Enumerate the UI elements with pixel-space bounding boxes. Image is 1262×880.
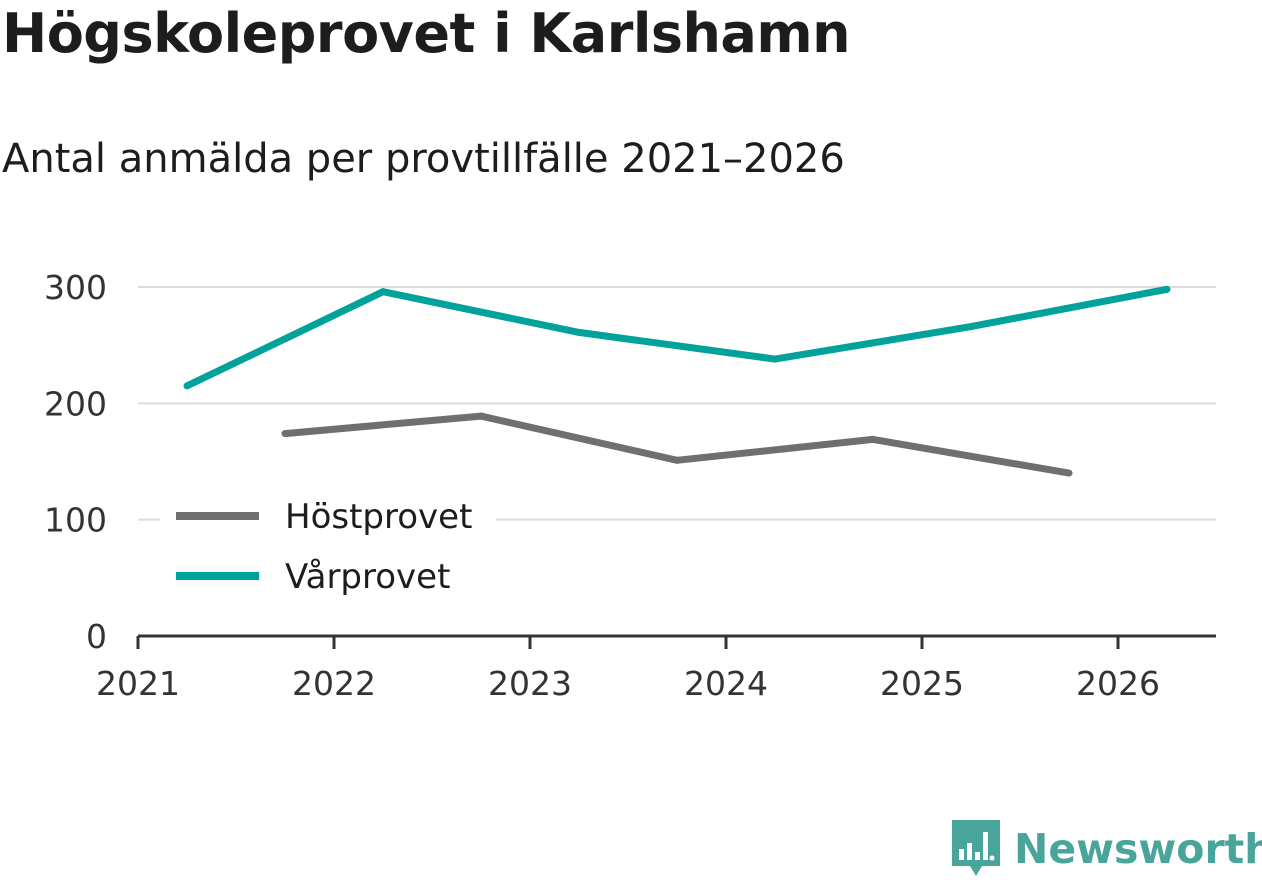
- series-line-varprovet: [185, 285, 1168, 390]
- data-point: [575, 328, 583, 336]
- y-tick-label: 100: [44, 501, 107, 540]
- newsworthy-logo-icon: [952, 820, 1000, 876]
- data-point: [281, 430, 289, 438]
- newsworthy-logo: Newsworthy: [950, 818, 1262, 880]
- data-point: [771, 355, 779, 363]
- x-tick-label: 2022: [292, 664, 376, 703]
- y-tick-label: 0: [86, 617, 107, 656]
- y-tick-label: 200: [44, 384, 107, 423]
- newsworthy-logo-text: Newsworthy: [1014, 825, 1262, 873]
- legend-label: Höstprovet: [285, 497, 472, 537]
- series-line-hostprovet: [284, 412, 1070, 477]
- data-point: [183, 382, 191, 390]
- x-tick-label: 2023: [488, 664, 572, 703]
- chart-title: Högskoleprovet i Karlshamn: [2, 2, 851, 65]
- y-tick-label: 300: [44, 268, 107, 307]
- x-tick-label: 2021: [96, 664, 180, 703]
- data-point: [477, 412, 485, 420]
- data-point: [869, 435, 877, 443]
- legend-label: Vårprovet: [285, 557, 450, 597]
- x-tick-label: 2026: [1076, 664, 1160, 703]
- legend-background: [160, 484, 496, 608]
- data-point: [1163, 285, 1171, 293]
- chart-subtitle: Antal anmälda per provtillfälle 2021–202…: [2, 136, 845, 182]
- data-point: [967, 323, 975, 331]
- data-point: [673, 456, 681, 464]
- data-point: [379, 288, 387, 296]
- x-tick-label: 2025: [880, 664, 964, 703]
- x-tick-label: 2024: [684, 664, 768, 703]
- data-point: [1065, 469, 1073, 477]
